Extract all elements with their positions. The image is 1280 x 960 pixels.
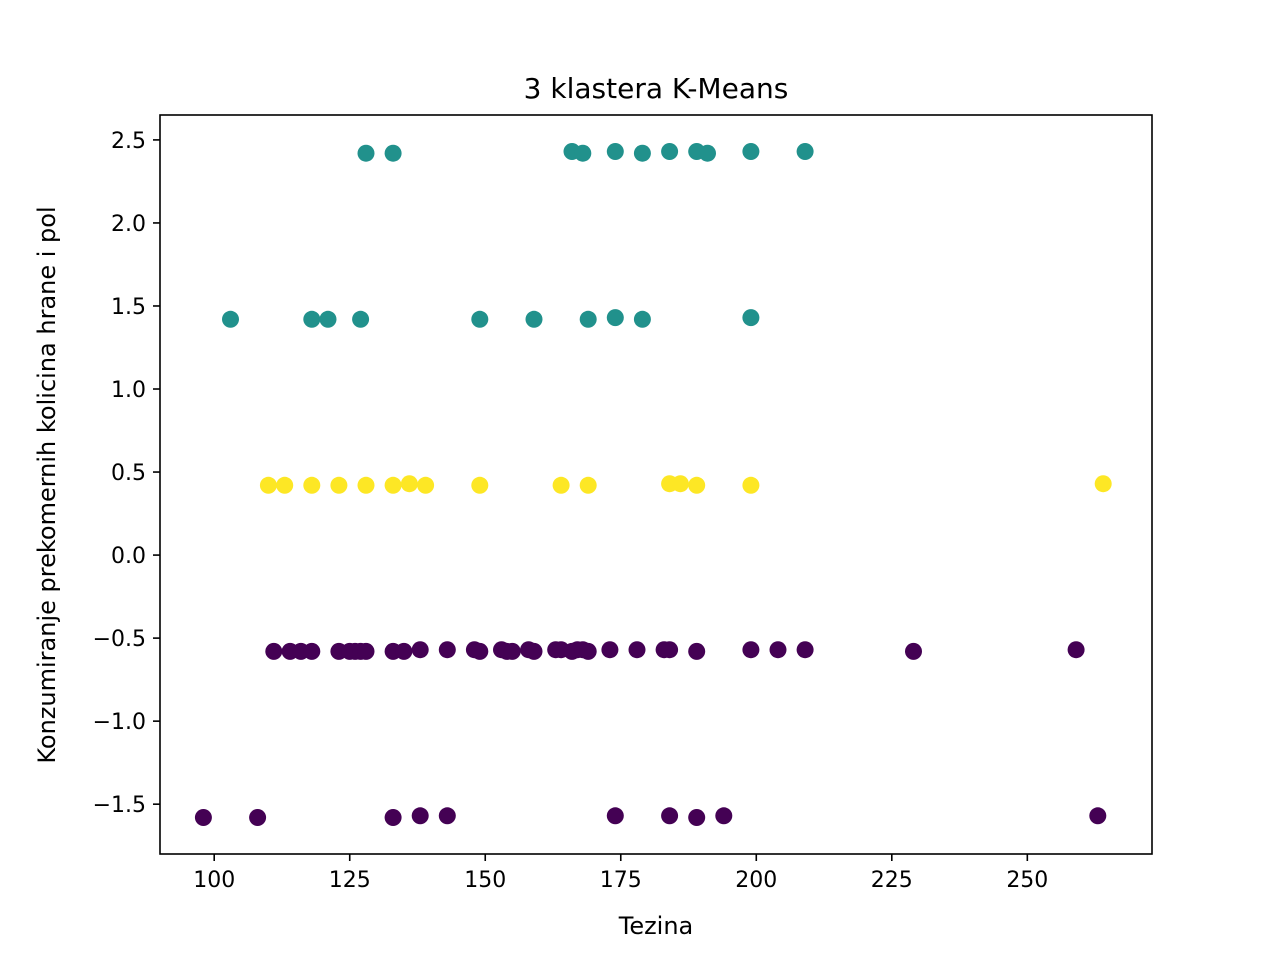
data-point <box>352 310 370 328</box>
y-tick-label: 1.5 <box>111 295 146 320</box>
data-point <box>276 476 294 494</box>
data-point <box>438 641 456 659</box>
data-point <box>303 310 321 328</box>
x-tick-label: 125 <box>329 868 371 893</box>
data-point <box>303 642 321 660</box>
y-axis-ticks: 2.5 2.0 1.5 1.0 0.5 0.0 −0.5 −1.0 −1.5 <box>93 129 160 818</box>
data-point <box>606 309 624 327</box>
data-point <box>1089 807 1107 825</box>
data-point <box>606 143 624 160</box>
data-point <box>222 310 239 328</box>
x-tick-label: 200 <box>735 868 777 893</box>
x-axis-label: Tezina <box>618 912 694 940</box>
data-point <box>471 642 489 660</box>
chart-title: 3 klastera K-Means <box>524 72 789 105</box>
data-point <box>715 807 733 825</box>
data-point <box>471 476 489 494</box>
y-tick-label: 2.5 <box>111 129 146 154</box>
data-point <box>688 809 706 826</box>
data-point <box>628 641 646 659</box>
data-point <box>671 475 689 493</box>
y-tick-label: −1.5 <box>93 793 146 818</box>
data-point <box>601 641 619 659</box>
data-point <box>688 642 706 660</box>
data-point <box>194 809 212 826</box>
y-tick-label: 0.5 <box>111 461 146 486</box>
data-point <box>796 641 814 659</box>
data-point <box>411 807 429 825</box>
data-point <box>552 476 570 494</box>
data-point <box>742 641 760 659</box>
y-tick-label: 2.0 <box>111 212 146 237</box>
y-tick-label: −1.0 <box>93 710 146 735</box>
data-point <box>574 144 592 162</box>
data-point <box>525 310 543 328</box>
data-point <box>395 642 413 660</box>
y-tick-label: 1.0 <box>111 378 146 403</box>
data-point <box>742 476 760 494</box>
data-point <box>688 476 706 494</box>
data-point <box>411 641 429 659</box>
data-point <box>357 642 375 660</box>
data-point <box>796 143 814 160</box>
x-tick-label: 150 <box>464 868 506 893</box>
x-tick-label: 175 <box>600 868 642 893</box>
data-point <box>1067 641 1085 659</box>
x-tick-label: 225 <box>871 868 913 893</box>
data-point <box>400 475 418 493</box>
data-point <box>579 642 597 660</box>
data-point <box>259 476 277 494</box>
y-tick-label: −0.5 <box>93 627 146 652</box>
data-point <box>579 476 597 494</box>
data-point <box>357 476 375 494</box>
data-point <box>357 144 375 162</box>
data-point <box>1094 475 1112 493</box>
data-point <box>265 642 283 660</box>
data-point <box>606 807 624 825</box>
data-point <box>661 807 679 825</box>
data-point <box>699 144 716 162</box>
data-point <box>249 809 267 826</box>
plot-frame <box>159 114 1153 855</box>
data-point <box>661 143 679 160</box>
data-point <box>661 641 679 659</box>
x-tick-label: 250 <box>1006 868 1048 893</box>
data-point <box>525 642 543 660</box>
data-point <box>471 310 489 328</box>
data-point <box>742 309 760 327</box>
data-point <box>319 310 337 328</box>
data-point <box>633 310 651 328</box>
data-point <box>905 642 922 660</box>
data-point <box>330 476 348 494</box>
x-axis-ticks: 100 125 150 175 200 225 250 <box>193 854 1048 893</box>
data-point <box>303 476 321 494</box>
y-tick-label: 0.0 <box>111 544 146 569</box>
data-point <box>384 809 402 826</box>
x-tick-label: 100 <box>193 868 235 893</box>
data-point <box>503 642 521 660</box>
data-point <box>384 144 402 162</box>
data-point <box>633 144 651 162</box>
data-point <box>417 476 435 494</box>
data-point <box>438 807 456 825</box>
data-point <box>384 476 402 494</box>
data-point <box>579 310 597 328</box>
data-points <box>194 143 1112 826</box>
data-point <box>742 143 760 160</box>
y-axis-label: Konzumiranje prekomernih kolicina hrane … <box>33 206 61 763</box>
data-point <box>769 641 787 659</box>
